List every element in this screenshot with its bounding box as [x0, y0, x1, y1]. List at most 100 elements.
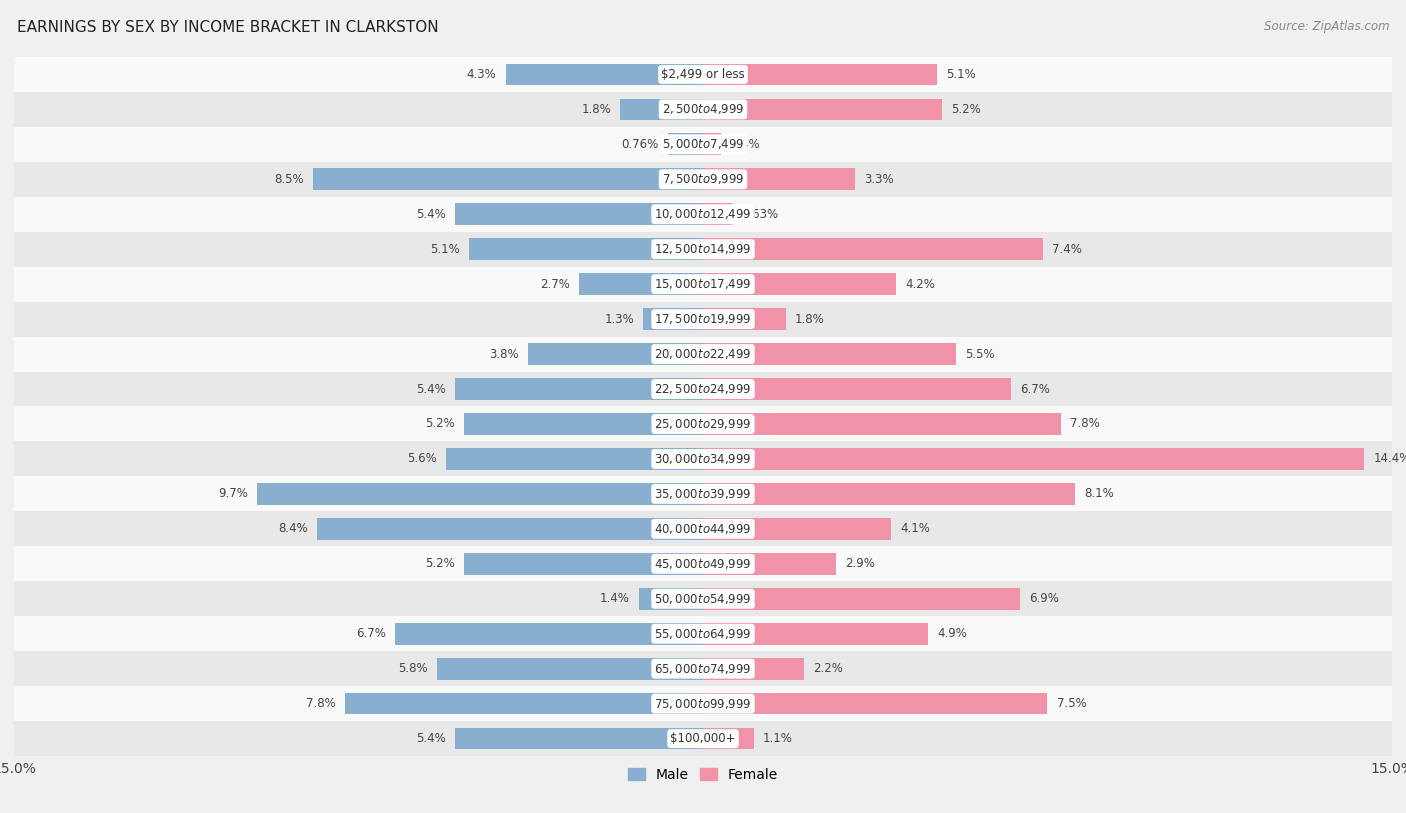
Text: 1.8%: 1.8% [582, 103, 612, 115]
Text: 4.9%: 4.9% [938, 628, 967, 640]
Bar [579, 273, 703, 295]
Text: 7.4%: 7.4% [1052, 243, 1083, 255]
Text: 14.4%: 14.4% [1374, 453, 1406, 465]
Text: 0.4%: 0.4% [731, 138, 761, 150]
Bar [703, 413, 1062, 435]
Text: $40,000 to $44,999: $40,000 to $44,999 [654, 522, 752, 536]
Text: $12,500 to $14,999: $12,500 to $14,999 [654, 242, 752, 256]
Text: 5.1%: 5.1% [430, 243, 460, 255]
Bar [703, 518, 891, 540]
Bar [14, 616, 1392, 651]
Text: 5.4%: 5.4% [416, 208, 446, 220]
Bar [468, 238, 703, 260]
Bar [668, 133, 703, 155]
Text: $15,000 to $17,499: $15,000 to $17,499 [654, 277, 752, 291]
Bar [703, 553, 837, 575]
Bar [14, 302, 1392, 337]
Text: 3.3%: 3.3% [863, 173, 893, 185]
Bar [14, 581, 1392, 616]
Text: 8.5%: 8.5% [274, 173, 304, 185]
Text: $22,500 to $24,999: $22,500 to $24,999 [654, 382, 752, 396]
Text: 1.4%: 1.4% [599, 593, 630, 605]
Text: 4.3%: 4.3% [467, 68, 496, 80]
Text: 8.1%: 8.1% [1084, 488, 1114, 500]
Text: $5,000 to $7,499: $5,000 to $7,499 [662, 137, 744, 151]
Text: 6.7%: 6.7% [1019, 383, 1050, 395]
Text: 1.8%: 1.8% [794, 313, 824, 325]
Bar [318, 518, 703, 540]
Bar [14, 406, 1392, 441]
Text: $25,000 to $29,999: $25,000 to $29,999 [654, 417, 752, 431]
Bar [703, 588, 1019, 610]
Bar [620, 98, 703, 120]
Text: 2.9%: 2.9% [845, 558, 876, 570]
Text: 5.4%: 5.4% [416, 733, 446, 745]
Text: $100,000+: $100,000+ [671, 733, 735, 745]
Text: Source: ZipAtlas.com: Source: ZipAtlas.com [1264, 20, 1389, 33]
Text: 0.76%: 0.76% [621, 138, 659, 150]
Bar [312, 168, 703, 190]
Bar [14, 57, 1392, 92]
Text: 7.8%: 7.8% [1070, 418, 1099, 430]
Bar [14, 267, 1392, 302]
Bar [257, 483, 703, 505]
Text: $7,500 to $9,999: $7,500 to $9,999 [662, 172, 744, 186]
Text: 3.8%: 3.8% [489, 348, 519, 360]
Text: $17,500 to $19,999: $17,500 to $19,999 [654, 312, 752, 326]
Bar [395, 623, 703, 645]
Bar [14, 197, 1392, 232]
Bar [703, 63, 938, 85]
Bar [703, 238, 1043, 260]
Text: $55,000 to $64,999: $55,000 to $64,999 [654, 627, 752, 641]
Bar [703, 133, 721, 155]
Bar [14, 511, 1392, 546]
Text: $30,000 to $34,999: $30,000 to $34,999 [654, 452, 752, 466]
Text: $2,500 to $4,999: $2,500 to $4,999 [662, 102, 744, 116]
Text: 1.3%: 1.3% [605, 313, 634, 325]
Text: 6.9%: 6.9% [1029, 593, 1059, 605]
Bar [506, 63, 703, 85]
Bar [456, 378, 703, 400]
Bar [644, 308, 703, 330]
Bar [14, 127, 1392, 162]
Bar [14, 651, 1392, 686]
Bar [703, 658, 804, 680]
Text: $10,000 to $12,499: $10,000 to $12,499 [654, 207, 752, 221]
Text: 9.7%: 9.7% [218, 488, 249, 500]
Bar [14, 92, 1392, 127]
Bar [14, 372, 1392, 406]
Text: $50,000 to $54,999: $50,000 to $54,999 [654, 592, 752, 606]
Text: $20,000 to $22,499: $20,000 to $22,499 [654, 347, 752, 361]
Bar [14, 476, 1392, 511]
Bar [456, 728, 703, 750]
Bar [703, 483, 1076, 505]
Text: $65,000 to $74,999: $65,000 to $74,999 [654, 662, 752, 676]
Text: 5.8%: 5.8% [398, 663, 427, 675]
Text: 6.7%: 6.7% [356, 628, 387, 640]
Bar [14, 546, 1392, 581]
Text: 7.8%: 7.8% [307, 698, 336, 710]
Text: 5.2%: 5.2% [950, 103, 981, 115]
Bar [703, 308, 786, 330]
Bar [464, 553, 703, 575]
Bar [638, 588, 703, 610]
Text: 7.5%: 7.5% [1057, 698, 1087, 710]
Bar [14, 686, 1392, 721]
Bar [703, 343, 956, 365]
Text: 2.7%: 2.7% [540, 278, 569, 290]
Text: 5.6%: 5.6% [406, 453, 437, 465]
Bar [456, 203, 703, 225]
Bar [703, 728, 754, 750]
Text: $35,000 to $39,999: $35,000 to $39,999 [654, 487, 752, 501]
Text: 5.1%: 5.1% [946, 68, 976, 80]
Bar [14, 337, 1392, 372]
Text: 0.63%: 0.63% [741, 208, 779, 220]
Text: 1.1%: 1.1% [762, 733, 793, 745]
Bar [529, 343, 703, 365]
Text: 8.4%: 8.4% [278, 523, 308, 535]
Bar [703, 98, 942, 120]
Text: 5.2%: 5.2% [425, 418, 456, 430]
Bar [14, 721, 1392, 756]
Text: 5.5%: 5.5% [965, 348, 994, 360]
Legend: Male, Female: Male, Female [623, 763, 783, 788]
